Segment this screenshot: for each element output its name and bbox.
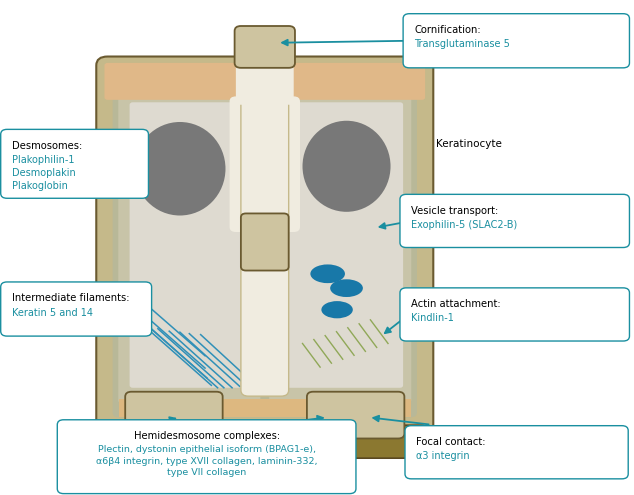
FancyBboxPatch shape [113, 68, 417, 417]
Text: Intermediate filaments:: Intermediate filaments: [12, 293, 129, 303]
Text: Plectin, dystonin epithelial isoform (BPAG1-e),
α6β4 integrin, type XVII collage: Plectin, dystonin epithelial isoform (BP… [96, 446, 318, 477]
FancyBboxPatch shape [235, 26, 295, 68]
Text: Cornification:: Cornification: [415, 25, 481, 35]
Text: Vesicle transport:: Vesicle transport: [411, 205, 498, 216]
Text: Keratin 5 and 14: Keratin 5 and 14 [12, 307, 93, 318]
FancyBboxPatch shape [405, 426, 628, 479]
FancyBboxPatch shape [1, 282, 152, 336]
Text: Transglutaminase 5: Transglutaminase 5 [415, 39, 510, 50]
Ellipse shape [321, 301, 353, 318]
FancyBboxPatch shape [241, 69, 288, 396]
FancyBboxPatch shape [280, 102, 403, 388]
FancyBboxPatch shape [236, 63, 294, 105]
Text: Plakophilin-1
Desmoplakin
Plakoglobin: Plakophilin-1 Desmoplakin Plakoglobin [12, 155, 76, 191]
Bar [119, 398, 411, 417]
FancyBboxPatch shape [119, 81, 261, 404]
FancyBboxPatch shape [105, 63, 425, 100]
Text: Exophilin-5 (SLAC2-B): Exophilin-5 (SLAC2-B) [411, 220, 517, 230]
FancyBboxPatch shape [104, 425, 426, 458]
FancyBboxPatch shape [400, 288, 630, 341]
FancyBboxPatch shape [269, 81, 411, 404]
FancyBboxPatch shape [241, 213, 288, 271]
Text: Hemidesmosome complexes:: Hemidesmosome complexes: [134, 431, 280, 441]
FancyBboxPatch shape [57, 420, 356, 494]
FancyBboxPatch shape [96, 56, 433, 434]
FancyBboxPatch shape [262, 97, 300, 232]
FancyBboxPatch shape [307, 392, 404, 439]
FancyBboxPatch shape [125, 392, 223, 439]
Text: Keratinocyte: Keratinocyte [436, 140, 501, 149]
Text: Focal contact:: Focal contact: [417, 437, 486, 447]
FancyBboxPatch shape [129, 102, 252, 388]
FancyBboxPatch shape [400, 195, 630, 248]
FancyBboxPatch shape [230, 97, 268, 232]
Ellipse shape [302, 121, 391, 212]
Text: Basement membrane: Basement membrane [436, 436, 548, 446]
Ellipse shape [330, 279, 363, 297]
Text: Desmosomes:: Desmosomes: [12, 141, 82, 150]
FancyBboxPatch shape [403, 14, 630, 68]
Text: Kindlin-1: Kindlin-1 [411, 313, 454, 323]
FancyBboxPatch shape [1, 129, 148, 198]
Text: Actin attachment:: Actin attachment: [411, 299, 501, 309]
Ellipse shape [311, 264, 345, 283]
Text: α3 integrin: α3 integrin [417, 451, 470, 461]
Ellipse shape [134, 122, 226, 215]
